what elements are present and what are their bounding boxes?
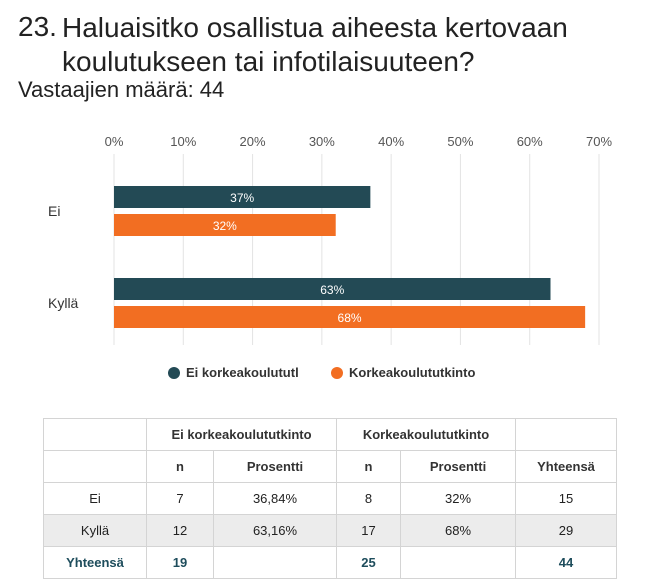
x-tick-label: 30% (309, 134, 335, 149)
bar-data-label: 37% (230, 191, 254, 205)
total-cell: 44 (515, 546, 618, 579)
cell: 36,84% (212, 482, 338, 515)
bar (114, 306, 586, 328)
bar-data-label: 68% (338, 311, 362, 325)
bar (114, 214, 336, 236)
bar (114, 278, 551, 300)
sub-header-empty (43, 450, 147, 483)
sub-header-pct-2: Prosentti (400, 450, 517, 483)
table-row: Kyllä 12 63,16% 17 68% 29 (43, 514, 618, 547)
cell: 29 (515, 514, 618, 547)
x-tick-label: 60% (517, 134, 543, 149)
row-label: Ei (43, 482, 147, 515)
bar (114, 186, 371, 208)
legend-dot-series-2 (331, 366, 343, 379)
group-header-1: Ei korkeakoulututkinto (145, 418, 338, 451)
bar-data-label: 32% (213, 219, 237, 233)
category-label: Kyllä (48, 295, 79, 311)
cell: 68% (400, 514, 517, 547)
total-label: Yhteensä (43, 546, 147, 579)
respondent-count: Vastaajien määrä: 44 (18, 77, 225, 102)
cell: 7 (146, 482, 214, 515)
cell: 12 (146, 514, 214, 547)
total-cell (400, 546, 517, 579)
x-tick-label: 20% (240, 134, 266, 149)
x-tick-label: 0% (105, 134, 124, 149)
bar-chart: 0% 10% 20% 30% 40% 50% 60% 70% Ei 37% 32% Kyllä 63% 6… (48, 134, 612, 345)
x-tick-label: 10% (170, 134, 196, 149)
group-header-empty (515, 418, 618, 451)
cell: 32% (400, 482, 517, 515)
bar-data-label: 63% (320, 283, 344, 297)
cell: 17 (336, 514, 402, 547)
question-title: Haluaisitko osallistua aiheesta kertovaa… (62, 12, 568, 77)
sub-header-n-2: n (336, 450, 402, 483)
total-cell: 25 (336, 546, 402, 579)
group-header-2: Korkeakoulututkinto (336, 418, 517, 451)
legend-dot-series-1 (168, 366, 180, 379)
cell: 63,16% (212, 514, 338, 547)
row-label: Kyllä (43, 514, 147, 547)
total-cell: 19 (146, 546, 214, 579)
legend-label-series-2: Korkeakoulututkinto (349, 365, 476, 380)
table-row: Ei 7 36,84% 8 32% 15 (43, 482, 618, 515)
sub-header-n-1: n (146, 450, 214, 483)
legend-label-series-1: Ei korkeakoulututl (186, 365, 299, 380)
legend-item-series-1: Ei korkeakoulututl (168, 365, 299, 380)
table-sub-header-row: n Prosentti n Prosentti Yhteensä (43, 450, 618, 483)
table-corner-cell (43, 418, 147, 451)
x-tick-label: 50% (447, 134, 473, 149)
category-label: Ei (48, 203, 60, 219)
question-number: 23. (18, 11, 57, 42)
total-cell (212, 546, 338, 579)
x-tick-label: 40% (378, 134, 404, 149)
chart-legend: Ei korkeakoulututl Korkeakoulututkinto (0, 365, 653, 385)
x-tick-label: 70% (586, 134, 612, 149)
sub-header-pct-1: Prosentti (212, 450, 338, 483)
cell: 8 (336, 482, 402, 515)
results-table: Ei korkeakoulututkinto Korkeakoulututkin… (43, 418, 618, 579)
table-group-header-row: Ei korkeakoulututkinto Korkeakoulututkin… (43, 418, 618, 451)
sub-header-total: Yhteensä (515, 450, 618, 483)
cell: 15 (515, 482, 618, 515)
legend-item-series-2: Korkeakoulututkinto (331, 365, 475, 380)
table-total-row: Yhteensä 19 25 44 (43, 546, 618, 579)
